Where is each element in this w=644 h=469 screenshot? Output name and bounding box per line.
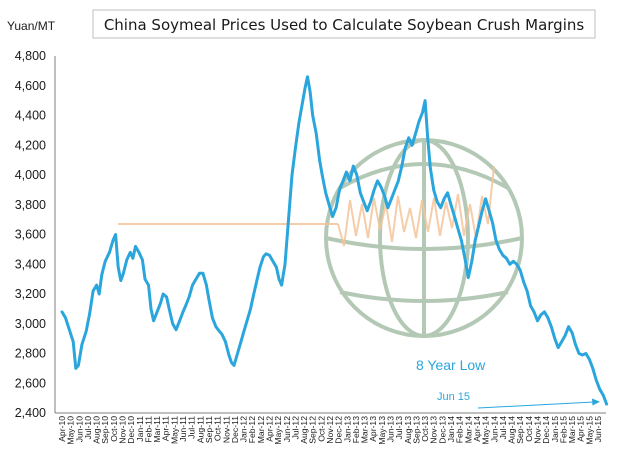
- y-tick-label: 3,000: [15, 317, 46, 331]
- x-ticks: Apr-10May-10Jun-10Jul-10Aug-10Sep-10Oct-…: [57, 416, 603, 445]
- orange-overlay-lines: [118, 165, 495, 247]
- x-tick-label: Dec-11: [230, 416, 240, 443]
- x-tick-label: Aug-13: [403, 416, 413, 444]
- x-tick-label: Mar-13: [360, 416, 370, 443]
- x-tick-label: Jun-13: [386, 416, 396, 442]
- x-tick-label: Jul-13: [394, 416, 404, 440]
- x-tick-label: Apr-15: [576, 416, 586, 442]
- annotation-arrow: [477, 401, 595, 409]
- y-tick-label: 3,800: [15, 198, 46, 212]
- y-ticks: 2,400 2,600 2,800 3,000 3,200 3,400 3,600 3,800…: [15, 49, 46, 420]
- x-tick-label: Sep-12: [308, 416, 318, 444]
- y-tick-label: 3,400: [15, 257, 46, 271]
- x-tick-label: Aug-12: [299, 416, 309, 444]
- x-tick-label: Feb-11: [143, 416, 153, 443]
- x-tick-label: Oct-10: [109, 416, 119, 442]
- y-tick-label: 3,200: [15, 287, 46, 301]
- x-tick-label: Apr-12: [264, 416, 274, 442]
- annotation-arrow-head-icon: [592, 398, 600, 406]
- x-tick-label: Jun-11: [178, 416, 188, 442]
- x-tick-label: Nov-12: [325, 416, 335, 444]
- y-tick-label: 2,400: [15, 406, 46, 420]
- x-tick-label: May-14: [481, 416, 491, 445]
- x-tick-label: Oct-12: [316, 416, 326, 442]
- x-tick-label: Sep-14: [515, 416, 525, 444]
- x-tick-label: Dec-12: [334, 416, 344, 444]
- x-tick-label: Nov-13: [429, 416, 439, 444]
- x-tick-label: Oct-13: [420, 416, 430, 442]
- y-tick-label: 4,400: [15, 109, 46, 123]
- x-tick-label: Jun-10: [74, 416, 84, 442]
- x-tick-label: Aug-14: [507, 416, 517, 444]
- x-tick-label: Feb-12: [247, 416, 257, 443]
- x-tick-label: May-15: [584, 416, 594, 445]
- x-tick-label: Dec-13: [437, 416, 447, 444]
- x-tick-label: Jan-14: [446, 416, 456, 442]
- x-tick-label: Mar-14: [463, 416, 473, 443]
- x-tick-label: Oct-11: [213, 416, 223, 441]
- x-tick-label: Dec-14: [541, 416, 551, 444]
- x-tick-label: Nov-10: [118, 416, 128, 444]
- y-tick-label: 4,600: [15, 79, 46, 93]
- annotation-8-year-low: 8 Year Low: [416, 357, 486, 373]
- x-tick-label: Apr-11: [161, 416, 171, 441]
- x-tick-label: Sep-11: [204, 416, 214, 443]
- x-tick-label: May-11: [169, 416, 179, 444]
- x-tick-label: Dec-10: [126, 416, 136, 444]
- x-tick-label: Feb-15: [558, 416, 568, 443]
- title-box: [92, 9, 596, 39]
- y-tick-label: 4,200: [15, 138, 46, 152]
- x-tick-label: Sep-13: [411, 416, 421, 444]
- x-tick-label: Aug-10: [92, 416, 102, 444]
- x-tick-label: Feb-14: [455, 416, 465, 443]
- y-tick-label: 2,800: [15, 347, 46, 361]
- x-tick-label: Jul-10: [83, 416, 93, 440]
- x-tick-label: May-12: [273, 416, 283, 445]
- x-tick-label: Jun-12: [282, 416, 292, 442]
- x-tick-label: Oct-14: [524, 416, 534, 442]
- x-tick-label: Jul-14: [498, 416, 508, 440]
- y-tick-label: 2,600: [15, 376, 46, 390]
- x-tick-label: Nov-14: [532, 416, 542, 444]
- x-tick-label: Feb-13: [351, 416, 361, 443]
- y-tick-label: 4,000: [15, 168, 46, 182]
- price-series-line: [60, 75, 609, 406]
- x-tick-label: May-10: [66, 416, 76, 445]
- x-tick-label: Apr-13: [368, 416, 378, 442]
- x-tick-label: Jun-15: [593, 416, 603, 442]
- x-tick-label: Jan-12: [239, 416, 249, 442]
- y-tick-label: 3,600: [15, 228, 46, 242]
- x-tick-label: Jul-11: [187, 416, 197, 439]
- x-tick-label: Nov-11: [221, 416, 231, 443]
- x-tick-label: Mar-11: [152, 416, 162, 443]
- x-tick-label: Jan-15: [550, 416, 560, 442]
- y-axis-label: Yuan/MT: [7, 19, 56, 33]
- chart-title: China Soymeal Prices Used to Calculate S…: [104, 16, 585, 34]
- x-tick-label: Aug-11: [195, 416, 205, 443]
- x-tick-label: Apr-10: [57, 416, 67, 442]
- x-tick-label: Apr-14: [472, 416, 482, 442]
- x-tick-label: May-13: [377, 416, 387, 445]
- x-tick-label: Jul-12: [290, 416, 300, 440]
- x-tick-label: Jan-11: [135, 416, 145, 442]
- x-tick-label: Mar-12: [256, 416, 266, 443]
- x-tick-label: Jun-14: [489, 416, 499, 442]
- x-tick-label: Sep-10: [100, 416, 110, 444]
- y-tick-label: 4,800: [15, 49, 46, 63]
- x-tick-label: Jan-13: [342, 416, 352, 442]
- x-tick-label: Mar-15: [567, 416, 577, 443]
- annotation-jun-15: Jun 15: [437, 391, 470, 403]
